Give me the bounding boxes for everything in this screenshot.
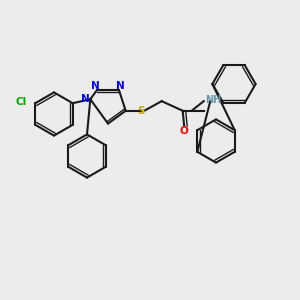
Text: Cl: Cl: [16, 97, 27, 107]
Text: NH: NH: [205, 94, 221, 105]
Text: O: O: [180, 126, 189, 136]
Text: N: N: [92, 81, 100, 92]
Text: S: S: [137, 106, 144, 116]
Text: N: N: [81, 94, 90, 104]
Text: N: N: [116, 81, 124, 92]
